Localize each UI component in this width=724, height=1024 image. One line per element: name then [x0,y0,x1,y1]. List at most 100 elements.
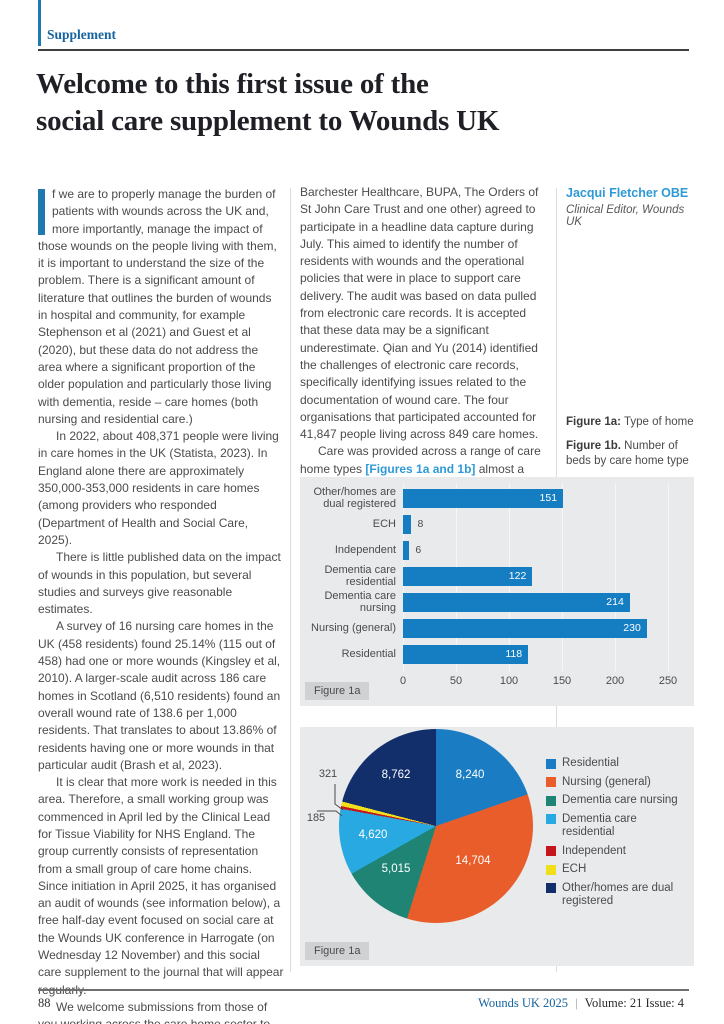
bar-category-label: Other/homes are dual registered [313,485,396,511]
x-axis-tick: 200 [605,675,625,687]
bar-fill: 214 [403,592,630,612]
pie-slice-label: 14,704 [455,855,491,867]
bar-value-label: 214 [606,596,624,608]
bar-row: Dementia care nursing 214 [308,589,668,615]
legend-swatch [546,864,556,875]
legend-swatch [546,795,556,806]
bar-track: 6 [403,540,668,560]
paragraph: There is little published data on the im… [38,550,281,617]
page-title-line2: social care supplement to Wounds UK [36,105,500,137]
bar-track: 8 [403,514,668,534]
bar-fill: 122 [403,566,533,586]
pie-slice-label: 4,620 [358,829,388,841]
legend-label: ECH [562,863,587,875]
author-name: Jacqui Fletcher OBE [566,186,689,200]
legend-swatch [546,777,556,787]
left-column: f we are to properly manage the burden o… [38,186,284,1024]
pie-chart-panel: 321 185 8,240 14,704 5,015 4,620 8,762 Resid… [300,727,694,966]
gridline [615,483,616,671]
footer-divider [38,989,689,991]
bar-value-label: 151 [539,492,558,504]
bar-category-label: Independent [334,543,396,556]
header-divider [38,49,689,51]
paragraph-text: f we are to properly manage the burden o… [38,187,277,426]
footer-citation: Wounds UK 2025 | Volume: 21 Issue: 4 [478,996,684,1011]
paragraph: It is clear that more work is needed in … [38,775,284,997]
x-axis-tick: 100 [499,675,519,687]
bar-track: 151 [403,488,668,508]
footer-separator: | [575,996,578,1010]
bar-fill: 230 [403,618,647,638]
dropcap-bar [38,189,45,235]
pie-area: 321 185 8,240 14,704 5,015 4,620 8,762 [300,727,550,966]
caption-label: Figure 1b. [566,440,621,452]
pie-slice-label: 8,762 [381,769,411,781]
x-axis-tick: 50 [449,675,463,687]
footer-volume-issue: Volume: 21 Issue: 4 [584,996,684,1010]
x-axis-tick: 0 [399,675,407,687]
bar-row: Nursing (general) 230 [308,615,668,641]
bar-track: 214 [403,592,668,612]
page-number: 88 [38,996,51,1010]
bar-fill: 151 [403,488,564,508]
caption-text: Type of home [620,416,694,428]
bar-row: Independent 6 [308,537,668,563]
bar-row: ECH 8 [308,511,668,537]
legend-item: Other/homes are dual registered [546,882,680,909]
x-axis-tick: 150 [552,675,572,687]
figure-1a-caption: Figure 1a: Type of home [566,415,694,430]
legend-label: Residential [562,757,619,769]
legend-swatch [546,883,556,893]
bar-category-label: Nursing (general) [311,621,396,634]
figure-tag: Figure 1a [305,942,370,960]
pie [339,729,533,923]
figure-reference-link[interactable]: [Figures 1a and 1b] [365,461,476,476]
bar-row: Other/homes are dual registered 151 [308,485,668,511]
legend-label: Nursing (general) [562,775,651,788]
legend-swatch [546,814,556,824]
legend-item: Residential [546,757,680,771]
pie-legend: Residential Nursing (general) Dementia car… [546,757,680,909]
legend-label: Independent [562,844,626,857]
figure-1b-caption: Figure 1b. Number of beds by care home t… [566,439,694,469]
kicker-label: Supplement [47,27,117,42]
bar-category-label: Dementia care nursing [324,589,396,615]
legend-label: Dementia care nursing [562,794,678,806]
paragraph: f we are to properly manage the burden o… [38,186,284,428]
pie-external-label-ech: 321 [318,768,338,780]
caption-label: Figure 1a: [566,416,621,428]
page-title-line1: Welcome to this first issue of the [36,68,429,100]
bar-row: Residential 118 [308,641,668,667]
bar-row: Dementia care residential 122 [308,563,668,589]
column-divider-left [290,188,291,972]
bar-track: 118 [403,644,668,664]
legend-label: Other/homes are dual registered [562,881,674,908]
pie-external-label-independent: 185 [306,812,326,824]
bar-value-label: 118 [505,648,523,660]
paragraph: We welcome submissions from those of you… [38,999,270,1024]
bar-value-label: 8 [417,518,424,530]
gridline [668,483,669,671]
bar-category-label: Residential [341,647,396,660]
author-block: Jacqui Fletcher OBE Clinical Editor, Wou… [566,186,692,228]
legend-item: Dementia care nursing [546,794,680,808]
bar-fill [403,540,410,560]
bar-value-label: 6 [415,544,422,556]
bar-track: 230 [403,618,668,638]
figure-captions: Figure 1a: Type of home Figure 1b. Numbe… [566,406,694,469]
gridline [562,483,563,671]
pie-slice-label: 8,240 [455,769,485,781]
bar-category-label: Dementia care residential [324,563,396,589]
caption-text: Number of beds by care home type [566,440,689,467]
bar-value-label: 122 [508,570,527,582]
bar-value-label: 230 [623,622,641,634]
paragraph-text: Care was provided across a range of care… [300,444,541,476]
x-axis-tick: 250 [658,675,678,687]
legend-item: ECH [546,863,680,877]
page-title: Welcome to this first issue of the socia… [36,66,499,140]
legend-swatch [546,846,556,856]
paragraph: Barchester Healthcare, BUPA, The Orders … [300,185,539,442]
bar-fill [403,514,412,534]
bar-fill: 118 [403,644,529,664]
bar-chart-panel: Other/homes are dual registered 151 ECH 8 In… [300,477,694,706]
